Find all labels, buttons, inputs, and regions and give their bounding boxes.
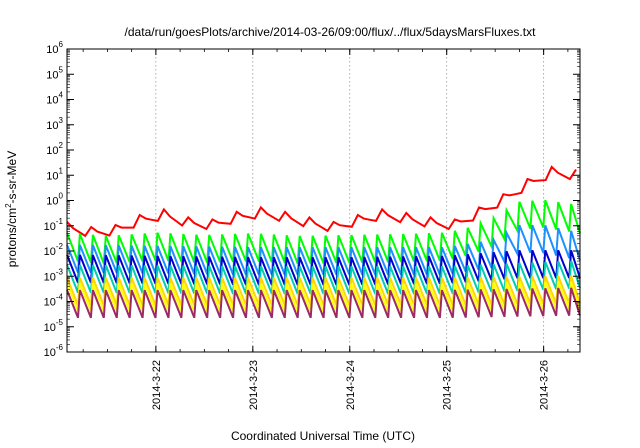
plot-frame [66,48,581,353]
axis-layer: 2014-3-22 2014-3-23 2014-3-24 2014-3-25 2014… [44,40,580,410]
y-tick-label: 104 [46,91,63,107]
y-tick-label: 10-1 [44,217,64,233]
y-axis-label: protons/cm2-s-sr-MeV [4,151,19,267]
x-tick-label: 2014-3-26 [539,360,551,410]
y-tick-label: 105 [46,65,63,81]
y-tick-label: 10-2 [44,242,64,258]
y-tick-label: 102 [46,141,63,157]
y-tick-label: 10-3 [44,267,64,283]
y-tick-label: 106 [46,40,63,56]
x-tick-label: 2014-3-25 [442,360,454,410]
x-axis-label: Coordinated Universal Time (UTC) [231,429,415,443]
series-line-0 [66,165,577,238]
series-line-7 [66,287,581,319]
x-tick-label: 2014-3-23 [248,360,260,410]
y-tick-label: 100 [46,192,63,208]
y-tick-label: 10-6 [44,343,64,359]
y-tick-label: 103 [46,116,63,132]
y-tick-label: 10-4 [44,293,64,309]
chart-title: /data/run/goesPlots/archive/2014-03-26/0… [125,25,537,39]
y-tick-label: 101 [46,166,63,182]
x-tick-label: 2014-3-24 [345,360,357,410]
x-tick-label: 2014-3-22 [151,360,163,410]
y-tick-label: 10-5 [44,318,64,334]
series-layer [66,165,581,319]
